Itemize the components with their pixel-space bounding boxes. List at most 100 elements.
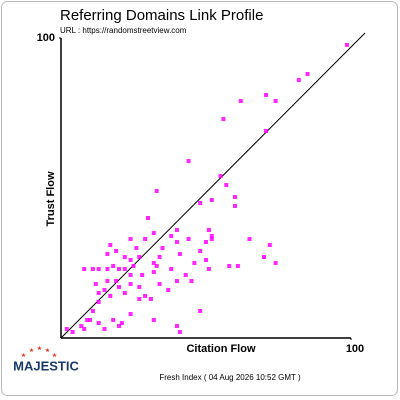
point — [186, 237, 191, 241]
point — [111, 318, 116, 322]
point — [175, 228, 179, 232]
point — [90, 267, 95, 271]
point — [157, 282, 162, 286]
point — [209, 198, 214, 202]
point — [262, 255, 266, 259]
logo-stars — [21, 346, 57, 357]
point — [79, 324, 84, 328]
point — [93, 282, 98, 286]
point — [198, 309, 203, 313]
point — [273, 99, 278, 103]
point — [90, 309, 95, 313]
point — [169, 234, 174, 238]
point — [221, 117, 226, 121]
point — [64, 327, 69, 331]
point — [85, 318, 90, 322]
point — [151, 318, 156, 322]
chart-title: Referring Domains Link Profile — [60, 7, 263, 24]
point — [296, 78, 301, 82]
point — [177, 330, 182, 334]
point — [166, 288, 171, 292]
point — [117, 267, 121, 271]
point — [154, 264, 159, 268]
point — [160, 246, 165, 250]
point — [137, 255, 142, 259]
point — [204, 240, 208, 244]
point — [175, 279, 179, 283]
point — [344, 42, 349, 47]
point — [273, 261, 278, 265]
point — [177, 252, 182, 256]
point — [183, 273, 188, 277]
point — [102, 327, 107, 331]
point — [128, 273, 133, 277]
point — [128, 258, 133, 262]
point — [233, 204, 237, 208]
point — [206, 228, 211, 232]
point — [224, 183, 229, 187]
point — [305, 72, 310, 76]
point — [122, 291, 127, 295]
point — [198, 201, 203, 205]
y-axis-title: Trust Flow — [45, 171, 57, 226]
point — [119, 321, 124, 325]
point — [233, 195, 237, 199]
point — [105, 279, 110, 283]
point — [96, 321, 101, 325]
point — [96, 300, 101, 304]
point — [108, 243, 113, 247]
point — [70, 330, 75, 334]
point — [143, 237, 148, 241]
point — [137, 297, 142, 301]
logo: MAJESTIC — [13, 358, 79, 373]
point — [111, 264, 116, 268]
point — [154, 189, 159, 193]
point — [146, 216, 150, 220]
point — [96, 291, 101, 295]
point — [189, 279, 194, 283]
point — [192, 261, 197, 265]
point — [247, 237, 252, 241]
point — [102, 288, 107, 292]
point — [82, 267, 87, 271]
point — [108, 294, 113, 298]
subtitle: URL : https://randomstreetview.com — [60, 26, 187, 35]
point — [218, 174, 223, 178]
point — [128, 282, 133, 286]
point — [175, 240, 179, 244]
x-tick-label: 100 — [346, 343, 364, 355]
point — [117, 324, 121, 328]
point — [235, 264, 240, 268]
point — [114, 249, 119, 253]
footer: Fresh Index ( 04 Aug 2026 10:52 GMT ) — [159, 373, 301, 382]
point — [267, 243, 272, 247]
point — [151, 261, 156, 265]
point — [264, 129, 269, 133]
point — [169, 267, 174, 271]
point — [128, 237, 133, 241]
point — [131, 264, 136, 268]
point — [186, 159, 191, 163]
point — [157, 255, 162, 259]
point — [128, 312, 133, 316]
point — [209, 234, 214, 238]
diagonal — [60, 32, 366, 339]
point — [88, 318, 92, 322]
point — [206, 267, 211, 271]
point — [117, 285, 121, 289]
point — [114, 279, 119, 283]
point — [198, 249, 203, 253]
point — [82, 327, 87, 331]
point — [122, 255, 127, 259]
point — [264, 93, 269, 97]
point — [140, 273, 145, 277]
point — [209, 237, 214, 241]
point — [143, 294, 148, 298]
point — [137, 285, 142, 289]
y-tick-label: 100 — [37, 32, 55, 44]
point — [204, 258, 208, 262]
point — [175, 324, 179, 328]
point — [238, 99, 243, 103]
point — [148, 297, 153, 301]
